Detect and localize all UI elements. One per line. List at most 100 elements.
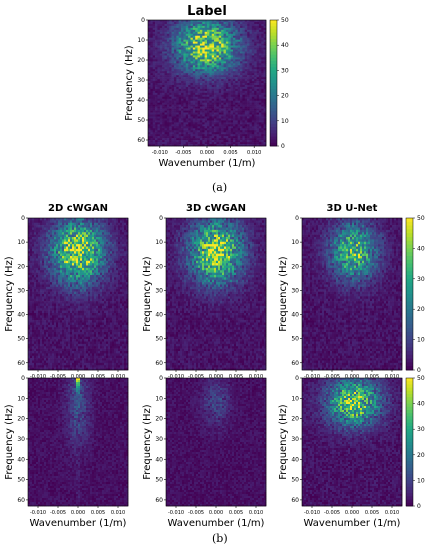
y-tick-label: 30 bbox=[291, 287, 299, 294]
y-tick-label: 50 bbox=[17, 477, 25, 484]
y-tick-label: 40 bbox=[291, 456, 299, 463]
colorbar-frame bbox=[405, 217, 414, 371]
y-tick-label: 0 bbox=[21, 375, 25, 382]
y-tick-label: 30 bbox=[17, 436, 25, 443]
x-tick-label: 0.010 bbox=[385, 374, 399, 380]
colorbar-tick-label: 20 bbox=[417, 306, 425, 313]
y-tick-label: 60 bbox=[17, 360, 25, 367]
colorbar-tick-label: 20 bbox=[281, 93, 289, 100]
y-tick-label: 30 bbox=[155, 287, 163, 294]
y-axis-label: Frequency (Hz) bbox=[142, 404, 153, 480]
x-tick-label: 0.005 bbox=[91, 510, 105, 516]
chart-title: 2D cWGAN bbox=[48, 203, 108, 214]
x-tick-label: 0.005 bbox=[365, 374, 379, 380]
y-tick-label: 10 bbox=[155, 395, 163, 402]
heatmap-panel-5 bbox=[26, 377, 129, 508]
y-tick-label: 30 bbox=[137, 77, 145, 84]
y-tick-label: 20 bbox=[155, 263, 163, 270]
y-tick-label: 40 bbox=[137, 97, 145, 104]
y-axis-label: Frequency (Hz) bbox=[4, 404, 15, 480]
y-tick-label: 50 bbox=[291, 477, 299, 484]
x-tick-label: -0.010 bbox=[304, 374, 320, 380]
x-tick-label: -0.010 bbox=[30, 374, 46, 380]
x-tick-label: 0.000 bbox=[209, 374, 223, 380]
x-tick-label: 0.010 bbox=[111, 510, 125, 516]
y-tick-label: 10 bbox=[291, 395, 299, 402]
y-tick-label: 40 bbox=[155, 312, 163, 319]
y-tick-label: 0 bbox=[159, 215, 163, 222]
colorbar-tick-label: 40 bbox=[281, 42, 289, 49]
colorbar-tick-label: 0 bbox=[417, 503, 421, 510]
x-tick-label: 0.005 bbox=[91, 374, 105, 380]
chart-title: Label bbox=[187, 4, 227, 19]
y-axis-label: Frequency (Hz) bbox=[278, 256, 289, 332]
heatmap-panel-4 bbox=[300, 217, 415, 372]
x-tick-label: 0.010 bbox=[247, 150, 261, 156]
heatmap-panel-1 bbox=[146, 19, 279, 148]
y-tick-label: 60 bbox=[291, 360, 299, 367]
x-tick-label: 0.010 bbox=[111, 374, 125, 380]
y-tick-label: 30 bbox=[291, 436, 299, 443]
heatmap-cells bbox=[166, 378, 267, 507]
x-tick-label: 0.000 bbox=[71, 374, 85, 380]
y-tick-label: 40 bbox=[291, 312, 299, 319]
x-tick-label: -0.005 bbox=[188, 510, 204, 516]
x-tick-label: -0.010 bbox=[304, 510, 320, 516]
y-tick-label: 50 bbox=[291, 336, 299, 343]
x-tick-label: -0.010 bbox=[168, 510, 184, 516]
y-tick-label: 60 bbox=[155, 497, 163, 504]
x-axis-label: Wavenumber (1/m) bbox=[304, 518, 401, 529]
y-axis-label: Frequency (Hz) bbox=[124, 45, 135, 121]
colorbar bbox=[406, 218, 413, 371]
colorbar-tick-label: 50 bbox=[281, 17, 289, 24]
heatmap-cells bbox=[148, 20, 267, 147]
x-tick-label: 0.000 bbox=[200, 150, 214, 156]
y-tick-label: 60 bbox=[155, 360, 163, 367]
y-tick-label: 20 bbox=[17, 416, 25, 423]
colorbar-tick-label: 40 bbox=[417, 401, 425, 408]
y-tick-label: 0 bbox=[295, 375, 299, 382]
y-tick-label: 0 bbox=[21, 215, 25, 222]
x-axis-label: Wavenumber (1/m) bbox=[168, 518, 265, 529]
y-tick-label: 30 bbox=[155, 436, 163, 443]
y-tick-label: 10 bbox=[137, 37, 145, 44]
x-tick-label: 0.010 bbox=[249, 510, 263, 516]
heatmap-cells bbox=[28, 218, 129, 371]
heatmap-cells bbox=[302, 218, 403, 371]
colorbar-frame bbox=[405, 377, 414, 507]
x-tick-label: -0.005 bbox=[50, 510, 66, 516]
y-tick-label: 50 bbox=[155, 477, 163, 484]
heatmap-panel-7 bbox=[300, 377, 415, 508]
heatmap-panel-2 bbox=[26, 217, 129, 372]
colorbar-tick-label: 20 bbox=[417, 452, 425, 459]
y-axis-label: Frequency (Hz) bbox=[4, 256, 15, 332]
colorbar-tick-label: 10 bbox=[417, 337, 425, 344]
heatmap-panel-6 bbox=[164, 377, 267, 508]
x-tick-label: 0.000 bbox=[209, 510, 223, 516]
x-tick-label: -0.005 bbox=[324, 374, 340, 380]
x-tick-label: 0.010 bbox=[385, 510, 399, 516]
x-tick-label: -0.010 bbox=[152, 150, 168, 156]
colorbar-tick-label: 40 bbox=[417, 245, 425, 252]
y-tick-label: 50 bbox=[155, 336, 163, 343]
colorbar-tick-label: 10 bbox=[417, 477, 425, 484]
x-axis-label: Wavenumber (1/m) bbox=[30, 518, 127, 529]
chart-title: 3D cWGAN bbox=[186, 203, 246, 214]
y-tick-label: 50 bbox=[17, 336, 25, 343]
y-tick-label: 40 bbox=[17, 456, 25, 463]
y-axis-label: Frequency (Hz) bbox=[278, 404, 289, 480]
colorbar bbox=[270, 20, 277, 147]
y-tick-label: 60 bbox=[291, 497, 299, 504]
colorbar-tick-label: 30 bbox=[281, 67, 289, 74]
y-tick-label: 0 bbox=[141, 17, 145, 24]
x-tick-label: -0.010 bbox=[168, 374, 184, 380]
heatmap-cells bbox=[302, 378, 403, 507]
y-tick-label: 20 bbox=[17, 263, 25, 270]
x-tick-label: -0.010 bbox=[30, 510, 46, 516]
x-tick-label: -0.005 bbox=[324, 510, 340, 516]
heatmap-panel-3 bbox=[164, 217, 267, 372]
y-tick-label: 10 bbox=[17, 395, 25, 402]
y-tick-label: 20 bbox=[137, 57, 145, 64]
y-tick-label: 60 bbox=[17, 497, 25, 504]
